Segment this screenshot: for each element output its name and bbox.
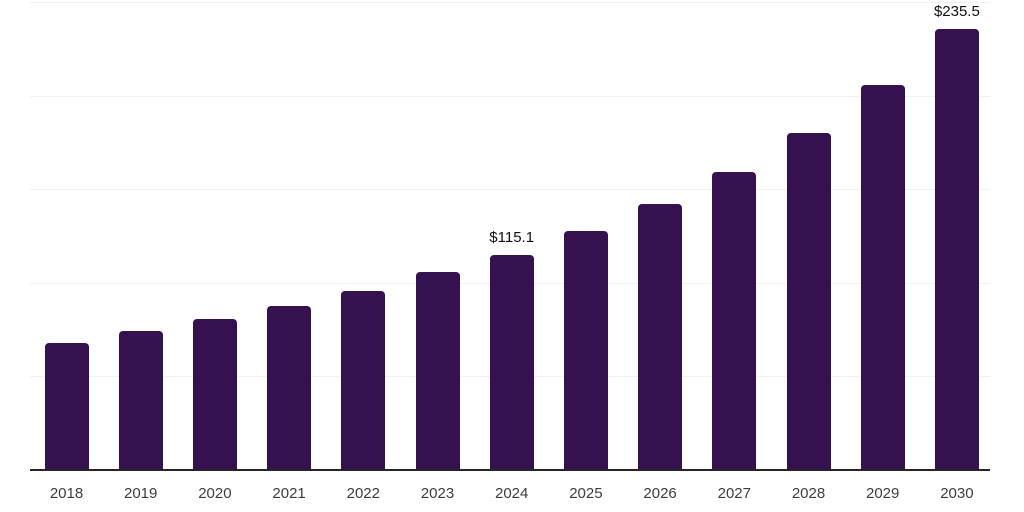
x-tick-label-2026: 2026 [643,485,677,502]
bar-2019 [118,330,163,470]
x-tick-label-2022: 2022 [346,485,380,502]
bar-2018 [44,343,89,470]
bar-2023 [415,272,460,470]
bar-2022 [341,291,386,470]
x-axis-line [30,469,990,471]
bar-2028 [786,132,831,470]
bar-2020 [192,319,237,470]
x-tick-label-2028: 2028 [791,485,826,502]
gridline [30,95,990,97]
bar-2026 [638,204,683,470]
x-tick-label-2021: 2021 [272,485,306,502]
bar-2029 [860,85,905,470]
x-tick-label-2019: 2019 [124,485,158,502]
x-tick-label-2023: 2023 [420,485,455,502]
x-tick-label-2025: 2025 [569,485,603,502]
data-label-2030: $235.5 [933,3,980,21]
x-tick-label-2030: 2030 [940,485,974,502]
bar-2025 [563,230,608,470]
x-tick-label-2020: 2020 [198,485,232,502]
bar-2024 [489,254,534,470]
x-tick-label-2029: 2029 [866,485,900,502]
data-label-2024: $115.1 [489,228,535,246]
bar-2030 [934,29,979,470]
x-tick-label-2024: 2024 [495,485,529,502]
gridline [30,189,990,191]
x-tick-label-2018: 2018 [49,485,84,502]
x-tick-label-2027: 2027 [717,485,751,502]
gridline [30,2,990,3]
bar-2021 [267,306,312,470]
bar-2027 [712,171,757,470]
